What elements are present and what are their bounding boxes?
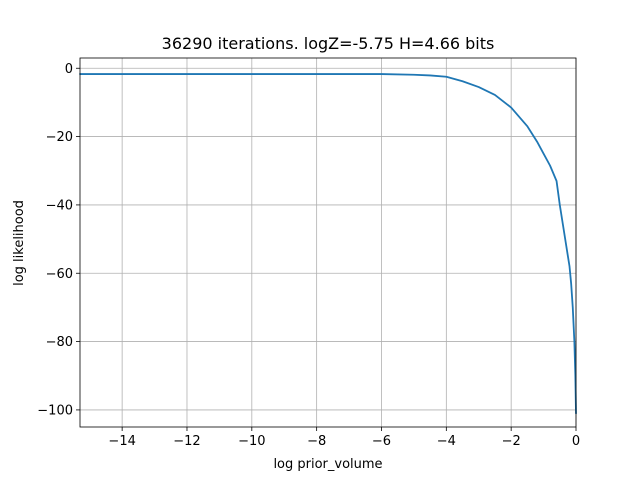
x-axis-label: log prior_volume: [273, 457, 382, 472]
x-tick-label: −2: [502, 434, 521, 449]
x-tick-label: −4: [437, 434, 456, 449]
y-tick-label: −60: [46, 267, 73, 282]
y-tick-label: −40: [46, 198, 73, 213]
x-tick-label: 0: [572, 434, 580, 449]
y-tick-label: 0: [65, 62, 73, 77]
x-tick-label: −12: [173, 434, 200, 449]
grid: [80, 58, 577, 427]
series-layer: [79, 73, 577, 415]
likelihood-curve: [79, 73, 577, 415]
y-axis-label: log likelihood: [12, 200, 27, 286]
chart-title: 36290 iterations. logZ=-5.75 H=4.66 bits: [162, 34, 495, 53]
ticks: −14 −12 −10 −8 −6 −4 −2 00−20−40−60−80−100: [37, 62, 580, 449]
y-tick-label: −20: [46, 130, 73, 145]
plot-frame: [79, 57, 577, 428]
x-tick-label: −10: [238, 434, 265, 449]
y-tick-label: −100: [37, 403, 73, 418]
x-tick-label: −14: [108, 434, 135, 449]
x-tick-label: −6: [372, 434, 391, 449]
x-tick-label: −8: [307, 434, 326, 449]
y-tick-label: −80: [46, 335, 73, 350]
